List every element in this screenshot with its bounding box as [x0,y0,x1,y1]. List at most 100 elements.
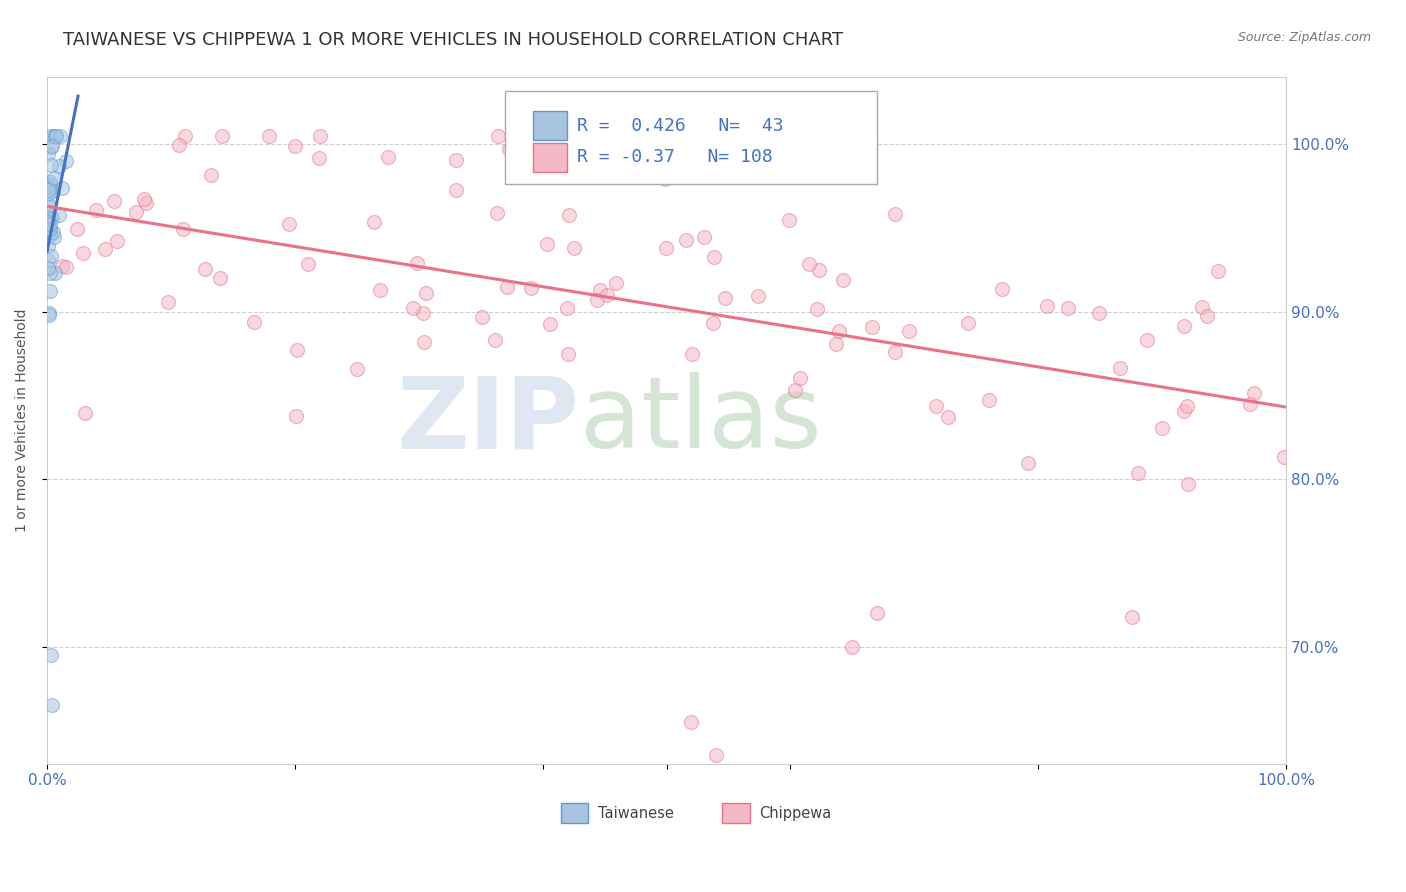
Point [39,218,62,232]
Point [979,392,1001,407]
Point [208,271,231,285]
Point [49,128,72,143]
Point [486,128,509,143]
Point [103,194,125,208]
Point [897,324,920,338]
Text: R = -0.37   N= 108: R = -0.37 N= 108 [578,148,773,166]
Point [860,320,883,334]
Point [498,142,520,156]
Point [884,207,907,221]
Point [714,291,737,305]
Point [39,222,62,236]
Point [39,284,62,298]
Point [41,184,63,198]
Point [807,263,830,277]
Point [783,383,806,397]
Point [444,153,467,167]
Point [704,748,727,763]
Point [284,139,307,153]
Point [1036,299,1059,313]
Point [558,208,581,222]
Point [157,294,180,309]
Point [285,343,308,357]
Point [412,306,434,320]
Point [278,218,301,232]
Point [48,160,70,174]
Point [38,198,60,212]
Point [1150,421,1173,435]
Point [44,171,66,186]
Bar [533,143,568,171]
Point [741,128,763,143]
Point [172,222,194,236]
Point [41,139,63,153]
Point [681,347,703,361]
Point [562,241,585,255]
Point [1108,361,1130,376]
Point [41,698,63,713]
Point [125,205,148,219]
Point [1239,397,1261,411]
Point [496,280,519,294]
Point [257,128,280,143]
Point [38,180,60,194]
Text: R =  0.426   N=  43: R = 0.426 N= 43 [578,117,785,135]
Point [1272,450,1295,464]
Point [938,409,960,424]
Point [557,301,579,315]
Point [38,212,60,227]
Point [415,286,437,301]
Point [44,128,66,143]
Point [39,140,62,154]
Point [363,215,385,229]
Point [55,260,77,274]
Point [824,337,846,351]
Point [174,128,197,143]
Point [832,273,855,287]
Bar [561,803,589,823]
Point [45,128,67,143]
Point [1126,466,1149,480]
Point [37,252,59,267]
Point [37,261,59,276]
Point [38,306,60,320]
Point [828,324,851,338]
Bar [533,112,568,140]
Point [48,208,70,222]
Point [413,334,436,349]
Point [377,151,399,165]
Point [38,200,60,214]
Point [586,293,609,307]
Point [55,153,77,168]
Point [1056,301,1078,315]
Point [308,151,330,165]
Point [39,648,62,662]
Point [654,171,676,186]
Point [211,128,233,143]
Point [402,301,425,316]
Point [925,399,948,413]
Point [41,225,63,239]
Point [37,239,59,253]
Point [1243,386,1265,401]
Point [37,215,59,229]
Point [39,266,62,280]
Point [368,284,391,298]
Text: TAIWANESE VS CHIPPEWA 1 OR MORE VEHICLES IN HOUSEHOLD CORRELATION CHART: TAIWANESE VS CHIPPEWA 1 OR MORE VEHICLES… [63,31,844,49]
Point [1175,399,1198,413]
Point [135,195,157,210]
Point [37,211,59,225]
Point [471,310,494,324]
Point [1206,264,1229,278]
Point [38,183,60,197]
Point [486,206,509,220]
Point [1177,477,1199,491]
Point [806,301,828,316]
Point [44,266,66,280]
Point [883,345,905,359]
Y-axis label: 1 or more Vehicles in Household: 1 or more Vehicles in Household [15,309,30,533]
Point [1017,456,1039,470]
Point [42,128,65,143]
Point [841,640,863,654]
Text: Taiwanese: Taiwanese [599,805,675,821]
